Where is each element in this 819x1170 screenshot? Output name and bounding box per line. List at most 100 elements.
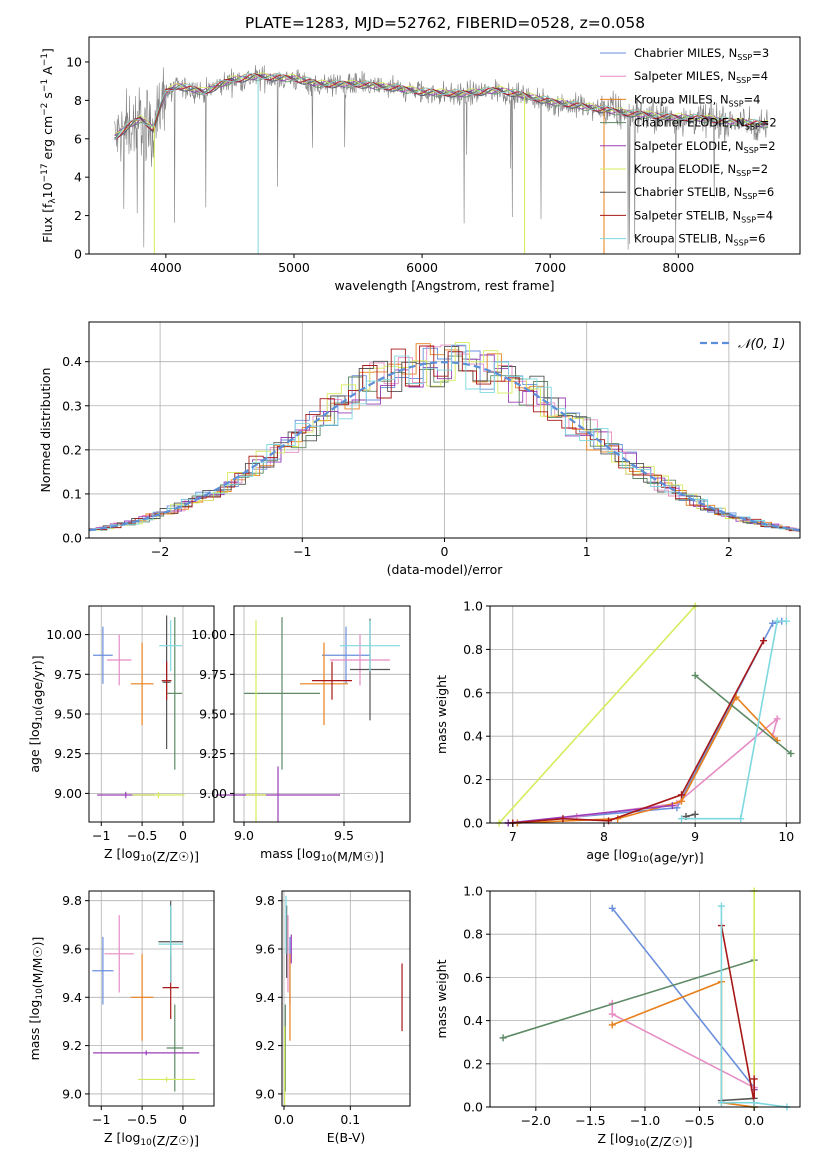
x-axis-label: E(B-V) <box>327 1130 366 1145</box>
weight-marker-1-3 <box>773 715 781 723</box>
legend-label: Kroupa ELODIE, NSSP=2 <box>634 162 768 178</box>
mass-vs-ebv-axes <box>282 891 410 1106</box>
weight-line-1 <box>611 1003 755 1107</box>
legend-label: Chabrier MILES, NSSP=3 <box>634 46 769 62</box>
x-tick-label: −1 <box>92 828 110 843</box>
y-tick-label: 0.1 <box>62 486 82 501</box>
weight-marker-3-1 <box>787 750 795 758</box>
x-axis-label: mass [log10(M/M☉)] <box>260 846 384 864</box>
x-axis-label: (data-model)/error <box>387 562 504 577</box>
x-tick-label: 9.0 <box>234 828 254 843</box>
weight-marker-6-1 <box>691 810 699 818</box>
x-tick-label: 9.5 <box>334 828 354 843</box>
mass-vs-Z-axes <box>89 891 214 1106</box>
axes-frame <box>88 36 801 255</box>
figure-title: PLATE=1283, MJD=52762, FIBERID=0528, z=0… <box>245 14 645 32</box>
model-spectrum-8 <box>114 73 769 141</box>
y-tick-label: 9.25 <box>199 746 227 761</box>
hist-legend: 𝒩(0, 1) <box>700 337 785 352</box>
x-axis-label: Z [log10(Z/Z☉)] <box>104 846 199 864</box>
x-tick-label: 0 <box>179 1112 187 1127</box>
y-tick-label: 0.6 <box>463 970 483 985</box>
weight-marker-8-1 <box>737 815 745 823</box>
y-axis-label: mass weight <box>434 959 449 1038</box>
x-axis-label: Z [log10(Z/Z☉)] <box>104 1130 199 1148</box>
legend-label: Chabrier ELODIE, NSSP=2 <box>634 116 777 132</box>
y-axis-label: mass weight <box>434 675 449 754</box>
weight-marker-2-2 <box>677 797 685 805</box>
y-tick-label: 9.00 <box>199 786 227 801</box>
weight-marker-8-2 <box>773 617 781 625</box>
weight-line-3 <box>502 959 755 1039</box>
spectrum-plot-area <box>114 65 769 254</box>
x-tick-label: −1 <box>293 544 311 559</box>
y-axis-label: age [log10(age/yr)] <box>27 655 45 772</box>
mass-vs-ebv-frame: 0.0 0.1 9.0 9.2 9.4 9.6 9.8 E(B-V) <box>255 890 411 1145</box>
weight-marker-3-0 <box>499 1034 507 1042</box>
x-tick-label: −1 <box>92 1112 110 1127</box>
y-tick-label: 9.4 <box>62 990 82 1005</box>
y-axis-label: mass [log10(M/M☉)] <box>27 937 45 1061</box>
weight-line-1 <box>508 716 779 824</box>
weight-line-2 <box>612 980 755 1108</box>
y-tick-label: 9.0 <box>62 1086 82 1101</box>
weight-vs-age-frame: 7 8 9 10 0.0 0.2 0.4 0.6 0.8 1.0 age [log10(age/yr… <box>434 599 801 865</box>
x-tick-label: −2 <box>151 544 169 559</box>
y-tick-label: 0.0 <box>463 816 483 831</box>
x-tick-label: 4000 <box>150 260 182 275</box>
axes-frame <box>88 890 215 1107</box>
y-tick-label: 9.2 <box>62 1038 82 1053</box>
normal-pdf-curve <box>89 360 800 532</box>
x-tick-label: 7 <box>509 829 517 844</box>
weight-marker-8-0 <box>677 815 685 823</box>
weight-marker-7-3 <box>677 791 685 799</box>
y-tick-label: 10 <box>66 54 82 69</box>
x-tick-label: −2.0 <box>521 1113 551 1128</box>
x-tick-label: 7000 <box>534 260 566 275</box>
mass-vs-Z-frame: −1 −0.5 0 9.0 9.2 9.4 9.6 9.8 Z [log10(Z/Z☉)] mas… <box>27 890 215 1148</box>
residual-histogram-frame: −2 −1 0 1 2 0.0 0.1 0.2 0.3 0.4 (data-model)/error… <box>38 321 801 577</box>
weight-marker-7-1 <box>559 815 567 823</box>
weight-marker-7-2 <box>750 1075 758 1083</box>
y-tick-label: 4 <box>74 170 82 185</box>
y-tick-label: 8 <box>74 93 82 108</box>
weight-marker-3-0 <box>691 671 699 679</box>
y-tick-label: 9.75 <box>54 667 82 682</box>
model-spectrum-2 <box>114 73 769 140</box>
y-axis-label: Normed distribution <box>38 368 53 493</box>
weight-marker-1-1 <box>608 1010 616 1018</box>
x-tick-label: 5000 <box>278 260 310 275</box>
x-tick-label: 0 <box>179 828 187 843</box>
y-tick-label: 10.00 <box>46 627 82 642</box>
mass-vs-Z-points <box>92 900 200 1092</box>
y-tick-label: 10.00 <box>191 627 227 642</box>
x-tick-label: 10 <box>778 829 794 844</box>
x-tick-label: 0.0 <box>744 1113 764 1128</box>
y-tick-label: 0 <box>74 247 82 262</box>
axes-frame <box>281 890 411 1107</box>
histogram-series-1 <box>89 344 800 533</box>
y-tick-label: 9.2 <box>255 1038 275 1053</box>
spectrum-legend: Chabrier MILES, NSSP=3 Salpeter MILES, NS… <box>600 46 777 248</box>
x-tick-label: 8000 <box>662 260 694 275</box>
legend-label: Salpeter ELODIE, NSSP=2 <box>634 139 776 155</box>
weight-marker-8-1 <box>717 1099 725 1107</box>
x-tick-label: 0.1 <box>340 1112 360 1127</box>
model-spectrum-7 <box>114 73 769 140</box>
weight-vs-Z-frame: −2.0 −1.5 −1.0 −0.5 0.0 0.0 0.2 0.4 0.6 0.8 1.0 Z [… <box>434 884 801 1149</box>
weight-marker-2-0 <box>608 1021 616 1029</box>
age-vs-Z-axes <box>89 606 214 822</box>
x-axis-label: wavelength [Angstrom, rest frame] <box>334 278 554 293</box>
weight-vs-Z-series <box>499 887 791 1111</box>
y-tick-label: 0.4 <box>463 729 483 744</box>
weight-marker-4-1 <box>668 802 676 810</box>
y-tick-label: 0.8 <box>463 642 483 657</box>
histogram-series-7 <box>92 345 800 532</box>
hist-plot-area <box>89 342 800 533</box>
x-tick-label: −1.0 <box>630 1113 660 1128</box>
y-tick-label: 2 <box>74 208 82 223</box>
spectrum-y-axis-label: Flux [fλ10−17 erg cm−2 s−1 A−1] <box>40 48 58 243</box>
y-tick-label: 9.6 <box>62 941 82 956</box>
y-tick-label: 1.0 <box>463 599 483 614</box>
legend-label: 𝒩(0, 1) <box>738 337 785 352</box>
